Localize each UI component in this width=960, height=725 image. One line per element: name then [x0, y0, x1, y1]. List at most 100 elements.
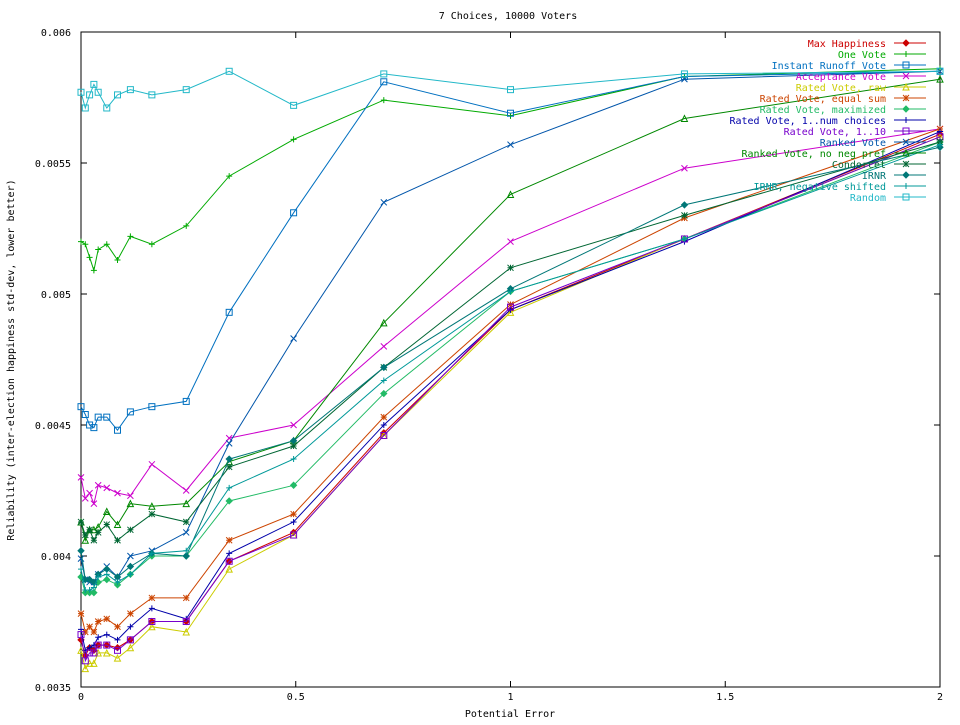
legend-marker: [902, 61, 910, 69]
legend-entry: Ranked Vote, no neg pref: [742, 148, 926, 160]
legend-label: Rated Vote, raw: [796, 83, 887, 94]
data-point: [148, 460, 156, 468]
series-2: [77, 67, 944, 434]
series-8: [77, 133, 944, 665]
legend-entry: One Vote: [838, 50, 926, 61]
data-point: [225, 557, 233, 565]
data-point: [77, 610, 85, 617]
data-point: [380, 78, 388, 86]
legend-marker: [902, 105, 910, 113]
data-point: [90, 500, 98, 507]
data-point: [680, 201, 689, 209]
legend-marker: [902, 171, 910, 179]
legend-marker: [903, 183, 909, 189]
data-point: [507, 109, 514, 117]
series-line: [80, 128, 941, 506]
data-point: [507, 303, 514, 311]
data-point: [506, 308, 515, 316]
data-point: [77, 555, 85, 562]
data-point: [380, 343, 388, 350]
data-point: [103, 241, 110, 248]
data-point: [680, 114, 689, 122]
data-point: [114, 426, 122, 434]
data-point: [127, 233, 134, 240]
data-point: [507, 86, 514, 94]
data-point: [290, 531, 298, 539]
legend-marker: [902, 82, 910, 91]
legend-entry: IRNR, negative shifted: [754, 182, 926, 193]
legend-entry: Ranked Vote: [820, 138, 926, 149]
data-point: [90, 536, 98, 544]
data-point: [681, 164, 688, 172]
data-point: [148, 403, 156, 411]
data-point: [113, 654, 122, 662]
x-tick-label: 1.5: [716, 692, 734, 703]
data-point: [114, 579, 121, 586]
data-point: [182, 499, 191, 508]
data-point: [86, 587, 93, 594]
legend-entry: Condorcet: [832, 160, 926, 171]
series-line: [80, 141, 941, 542]
data-point: [681, 212, 688, 219]
data-point: [380, 70, 388, 78]
data-point: [94, 413, 102, 421]
data-point: [82, 241, 89, 248]
data-point: [90, 642, 97, 649]
y-tick-label: 0.004: [41, 552, 71, 563]
data-point: [126, 562, 135, 571]
legend-entry: Rated Vote, 1..10: [784, 127, 926, 138]
legend-label: Acceptance Vote: [796, 72, 886, 83]
data-point: [81, 664, 90, 673]
x-tick-label: 2: [937, 692, 943, 703]
data-point: [182, 397, 190, 405]
data-point: [937, 141, 943, 148]
data-point: [95, 573, 102, 580]
data-point: [114, 489, 121, 497]
series-line: [80, 70, 941, 432]
data-point: [182, 552, 190, 560]
data-point: [936, 75, 944, 83]
data-point: [148, 622, 156, 631]
data-point: [290, 442, 297, 450]
data-point: [127, 552, 134, 560]
x-tick-label: 1: [507, 692, 513, 703]
data-point: [148, 594, 156, 602]
y-axis-label: Reliability (inter-election happiness st…: [6, 179, 17, 540]
data-point: [290, 101, 298, 109]
data-point: [290, 421, 297, 429]
data-point: [114, 256, 121, 263]
data-point: [126, 643, 135, 652]
data-point: [182, 594, 190, 602]
data-point: [226, 550, 233, 557]
data-point: [95, 246, 102, 253]
data-point: [78, 566, 84, 573]
data-point: [114, 636, 121, 643]
data-point: [126, 86, 134, 94]
y-tick-label: 0.0035: [35, 683, 71, 694]
series-3: [77, 125, 944, 507]
data-point: [148, 510, 156, 518]
data-point: [126, 408, 134, 416]
data-point: [148, 618, 156, 625]
legend-marker: [902, 138, 910, 146]
data-point: [90, 267, 97, 274]
x-axis-label: Potential Error: [465, 709, 555, 720]
data-point: [114, 91, 122, 99]
data-point: [380, 422, 387, 428]
legend-label: IRNR: [862, 171, 887, 182]
data-point: [182, 518, 190, 526]
data-point: [506, 190, 515, 198]
legend-marker: [902, 193, 910, 201]
series-layer: [77, 65, 944, 673]
legend-entry: Rated Vote, maximized: [760, 105, 926, 116]
data-point: [148, 550, 155, 557]
data-point: [681, 235, 688, 242]
data-point: [507, 264, 514, 272]
data-point: [380, 413, 388, 421]
data-point: [226, 484, 233, 491]
data-point: [380, 431, 388, 439]
data-point: [90, 80, 98, 88]
legend-marker: [902, 127, 910, 135]
data-point: [90, 649, 98, 657]
